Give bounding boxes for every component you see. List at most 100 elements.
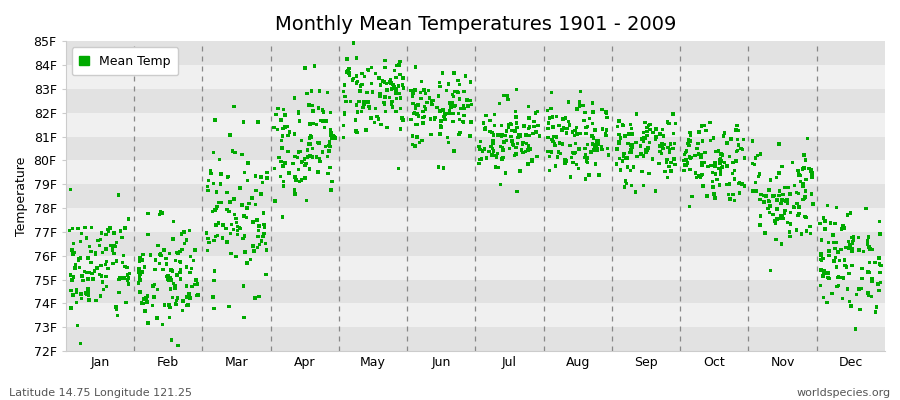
Point <box>706 191 721 197</box>
Point <box>146 283 160 290</box>
Point <box>354 83 368 90</box>
Point <box>598 132 613 138</box>
Point <box>80 269 94 276</box>
Point <box>666 145 680 152</box>
Point <box>229 253 243 260</box>
Point <box>679 157 693 164</box>
Point <box>730 122 744 129</box>
Bar <box>66 113 885 136</box>
Point <box>350 109 365 115</box>
Point <box>104 242 119 249</box>
Point <box>175 246 189 252</box>
Point <box>288 191 302 197</box>
Point <box>544 136 559 143</box>
Point <box>302 121 317 127</box>
Point <box>842 270 856 277</box>
Point <box>437 111 452 117</box>
Point <box>389 62 403 69</box>
Point <box>638 135 652 142</box>
Legend: Mean Temp: Mean Temp <box>72 47 178 75</box>
Point <box>585 120 599 127</box>
Point <box>378 64 392 71</box>
Point <box>158 302 172 308</box>
Point <box>513 133 527 139</box>
Point <box>64 186 78 193</box>
Point <box>282 170 296 176</box>
Point <box>636 135 651 141</box>
Point <box>860 269 875 275</box>
Point <box>508 108 523 115</box>
Point <box>624 126 638 132</box>
Point <box>855 275 869 282</box>
Point <box>562 99 576 105</box>
Point <box>783 210 797 216</box>
Point <box>339 98 354 105</box>
Point <box>322 139 337 146</box>
Point <box>642 170 656 177</box>
Point <box>292 149 306 155</box>
Point <box>688 152 702 158</box>
Point <box>563 174 578 180</box>
Point <box>204 170 219 176</box>
Point <box>616 150 631 156</box>
Point <box>816 255 831 262</box>
Point <box>706 135 721 141</box>
Point <box>91 238 105 244</box>
Point <box>173 269 187 276</box>
Point <box>506 138 520 144</box>
Point <box>208 117 222 123</box>
Point <box>160 276 175 282</box>
Point <box>370 113 384 120</box>
Point <box>708 163 723 169</box>
Point <box>173 258 187 264</box>
Point <box>508 114 523 120</box>
Point <box>328 133 342 140</box>
Point <box>482 148 496 155</box>
Point <box>226 226 240 233</box>
Point <box>731 127 745 134</box>
Point <box>64 305 78 311</box>
Point <box>446 93 461 100</box>
Point <box>519 140 534 147</box>
Point <box>148 266 162 273</box>
Point <box>349 73 364 79</box>
Point <box>159 261 174 267</box>
Point <box>350 129 365 136</box>
Point <box>842 245 856 251</box>
Point <box>510 140 525 146</box>
Point <box>509 120 524 126</box>
Point <box>355 70 369 77</box>
Point <box>230 231 245 238</box>
Point <box>256 230 271 237</box>
Point <box>612 132 626 138</box>
Point <box>822 248 836 254</box>
Point <box>738 155 752 161</box>
Point <box>590 148 604 154</box>
Point <box>326 133 340 139</box>
Point <box>134 300 148 306</box>
Point <box>473 146 488 153</box>
Point <box>240 177 255 184</box>
Point <box>572 103 587 109</box>
Point <box>556 125 571 131</box>
Point <box>73 340 87 347</box>
Point <box>434 118 448 124</box>
Point <box>70 322 85 329</box>
Point <box>706 184 720 190</box>
Point <box>443 108 457 114</box>
Point <box>588 127 602 133</box>
Point <box>242 200 256 207</box>
Point <box>661 174 675 180</box>
Point <box>573 88 588 95</box>
Point <box>292 166 306 172</box>
Point <box>412 139 427 146</box>
Point <box>409 102 423 108</box>
Point <box>712 148 726 154</box>
Point <box>472 144 486 150</box>
Point <box>624 168 638 174</box>
Point <box>378 108 392 115</box>
Point <box>600 145 615 152</box>
Point <box>554 150 568 157</box>
Point <box>94 262 108 269</box>
Point <box>455 118 470 125</box>
